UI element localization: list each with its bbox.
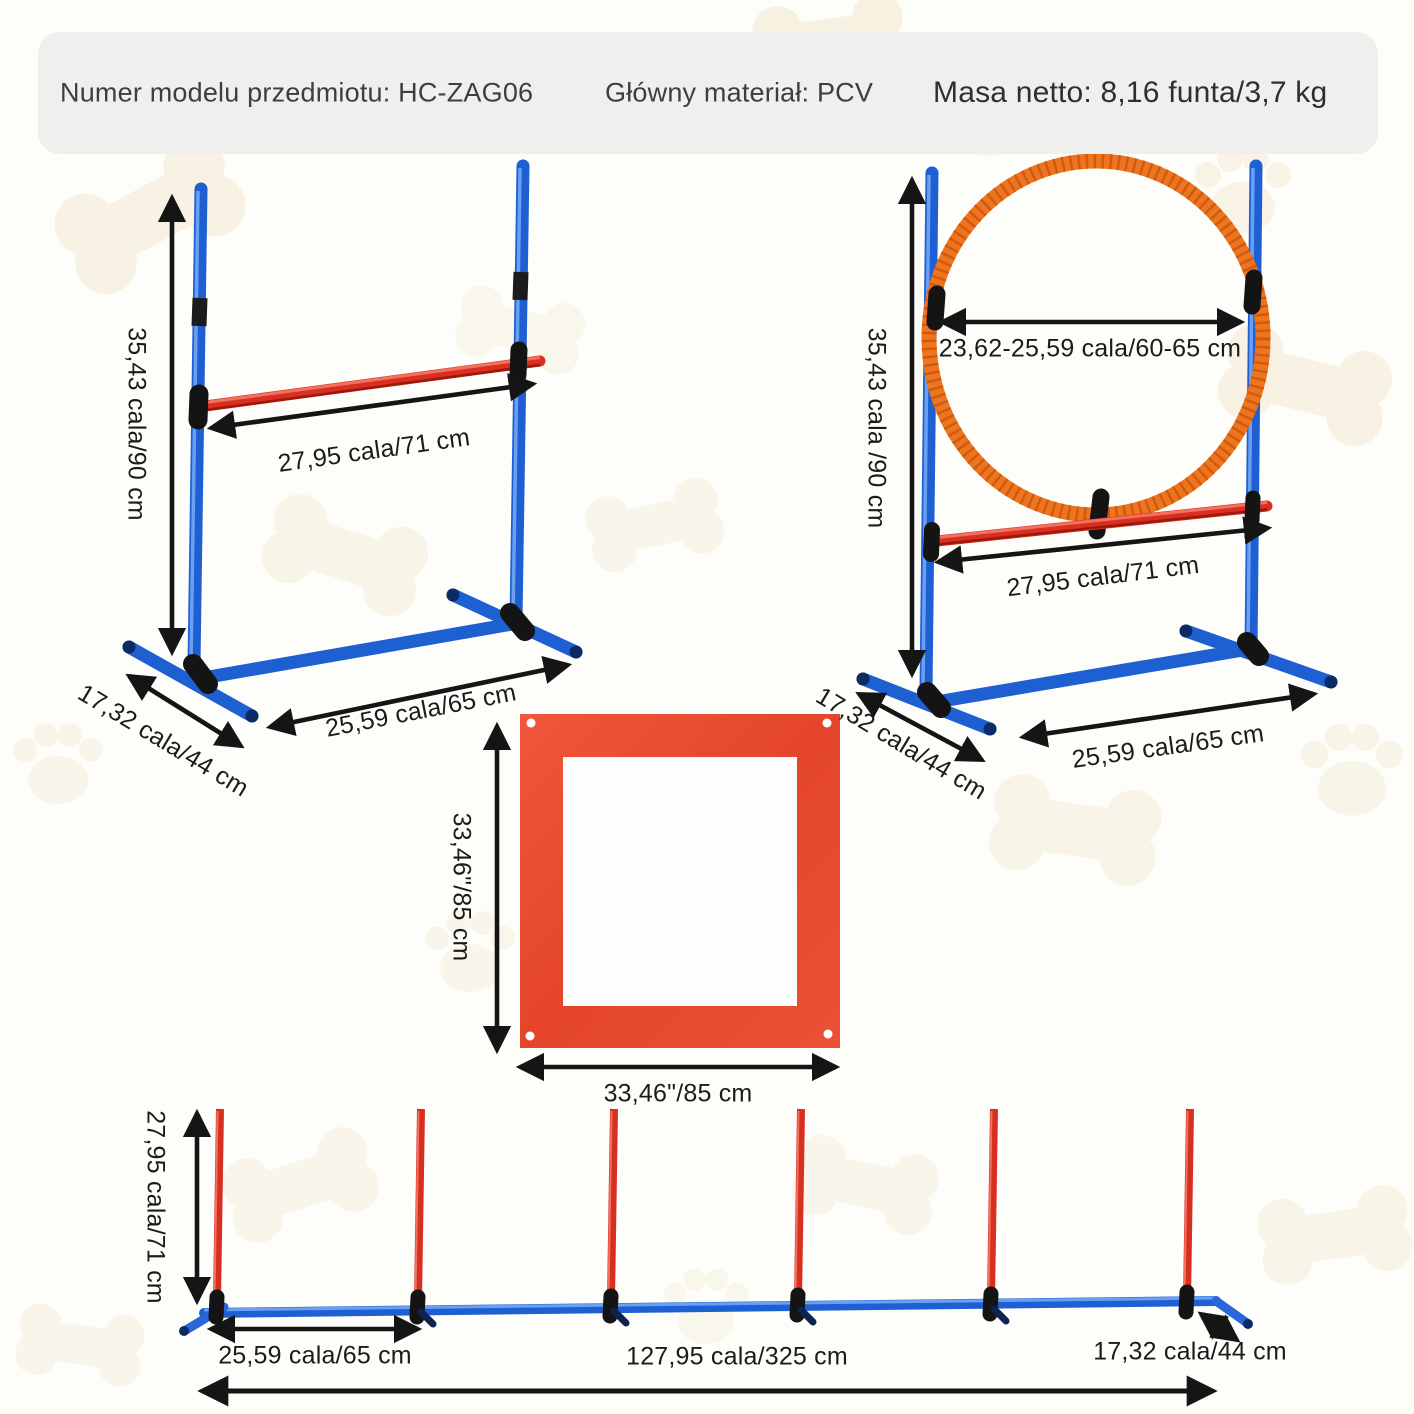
product-info-header: Numer modelu przedmiotu: HC-ZAG06 Główny… [38, 32, 1378, 154]
crossbar-clip [1244, 490, 1261, 528]
grommet [526, 718, 536, 728]
hurdle-height-label: 35,43 cala/90 cm [122, 327, 151, 521]
hoop-strap [1243, 269, 1263, 315]
base-connector [1237, 632, 1269, 666]
dimension-arrow [1197, 1311, 1241, 1343]
hurdle-base-bar [196, 616, 525, 685]
pause-box-diagram [482, 714, 841, 1082]
dimension-arrow [855, 691, 986, 763]
base-connector [183, 654, 218, 694]
dimension-arrow [125, 673, 245, 749]
weave-spacing-label: 25,59 cala/65 cm [218, 1341, 412, 1370]
dimension-arrow [933, 516, 1273, 574]
base-connector [917, 682, 951, 718]
crossbar-clip [188, 384, 209, 430]
weave-poles-diagram [179, 1108, 1253, 1407]
weave-total-length-label: 127,95 cala/325 cm [626, 1342, 848, 1371]
hoop-strap [926, 285, 946, 331]
weave-base-bar [199, 1296, 1221, 1318]
base-connector [500, 603, 535, 641]
hoop-base-bar [929, 642, 1256, 709]
base-connector [208, 1284, 1195, 1325]
weave-base-depth-label: 17,32 cala/44 cm [1093, 1337, 1287, 1366]
grommet [822, 718, 832, 728]
dimension-arrow [265, 655, 573, 737]
pole-band [512, 271, 529, 301]
hoop-left-pole [919, 166, 939, 697]
weave-pole [213, 1108, 1194, 1300]
pole-band [191, 297, 208, 327]
dimension-arrow [206, 373, 538, 439]
model-number-text: Numer modelu przedmiotu: HC-ZAG06 [60, 77, 534, 108]
hurdle-diagram [122, 159, 583, 749]
crossbar-clip [923, 522, 940, 562]
material-text: Główny materiał: PCV [605, 77, 874, 108]
grommet [525, 1031, 535, 1041]
net-weight-text: Masa netto: 8,16 funta/3,7 kg [933, 76, 1328, 109]
pause-box-height-label: 33,46"/85 cm [447, 812, 476, 962]
dimension-arrow [1018, 683, 1319, 748]
pause-box-opening [563, 757, 797, 1006]
grommet [823, 1029, 833, 1039]
crossbar-clip [509, 341, 528, 383]
hoop-diagram [855, 153, 1338, 763]
hoop-ring-diameter-label: 23,62-25,59 cala/60-65 cm [938, 334, 1242, 363]
hoop-height-label: 35,43 cala /90 cm [862, 327, 891, 529]
weave-pole-height-label: 27,95 cala/71 cm [141, 1110, 170, 1304]
hurdle-crossbar [192, 355, 546, 413]
hoop-ring-ribs [921, 153, 1271, 523]
weave-base-stub [1211, 1296, 1252, 1328]
pause-box-width-label: 33,46"/85 cm [603, 1079, 753, 1108]
